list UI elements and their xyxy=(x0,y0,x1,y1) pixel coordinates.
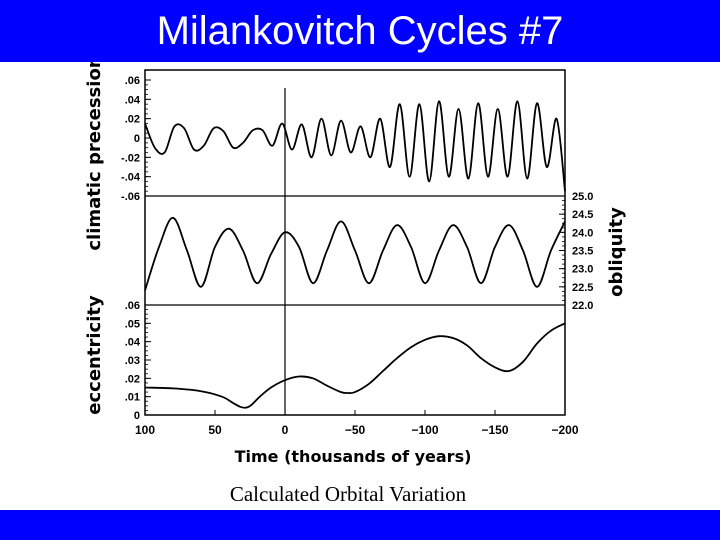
y-tick-label: .02 xyxy=(125,373,140,385)
y-tick-label: 23.0 xyxy=(572,264,593,276)
y-tick-label: .06 xyxy=(125,75,140,87)
x-tick-label: 100 xyxy=(135,423,155,437)
footer-bar xyxy=(0,510,720,540)
y-tick-label: 23.5 xyxy=(572,246,593,258)
series-line-climatic-precession xyxy=(144,100,566,192)
series-line-eccentricity xyxy=(144,322,566,409)
y-tick-label: .05 xyxy=(125,318,140,330)
y-tick-label: .04 xyxy=(125,337,141,349)
y-tick-label: -.04 xyxy=(121,172,141,184)
series-line-obliquity xyxy=(144,216,566,291)
y-tick-label: .03 xyxy=(125,355,140,367)
y-tick-label: .04 xyxy=(125,94,141,106)
x-tick-label: −50 xyxy=(345,423,366,437)
plot-frame xyxy=(144,69,566,416)
y-tick-label: .02 xyxy=(125,114,140,126)
y-tick-label: 0 xyxy=(134,133,140,145)
chart-caption: Calculated Orbital Variation xyxy=(229,482,467,506)
y-tick-label: 25.0 xyxy=(572,191,593,203)
x-tick-label: 50 xyxy=(208,423,222,437)
x-tick-label: −100 xyxy=(411,423,438,437)
y-tick-label: 0 xyxy=(134,410,140,422)
y-tick-label: 24.5 xyxy=(572,209,593,221)
y-tick-label: -.06 xyxy=(121,191,140,203)
ylabel-obliquity: obliquity xyxy=(606,207,627,297)
y-tick-label: 22.5 xyxy=(572,282,593,294)
y-tick-label: .06 xyxy=(125,300,140,312)
y-tick-label: 22.0 xyxy=(572,300,593,312)
x-tick-label: −150 xyxy=(481,423,508,437)
y-tick-label: .01 xyxy=(125,392,140,404)
y-tick-label: 24.0 xyxy=(572,227,593,239)
y-tick-label: -.02 xyxy=(121,152,140,164)
milankovitch-chart: 100 50 0 −50 −100 −150 −200 .06 .04 .02 0 -.02 -.04 -… xyxy=(84,62,627,466)
x-tick-label: −200 xyxy=(551,423,578,437)
slide-title: Milankovitch Cycles #7 xyxy=(0,0,720,62)
x-tick-label: 0 xyxy=(282,423,289,437)
xlabel: Time (thousands of years) xyxy=(235,447,472,466)
ylabel-eccentricity: eccentricity xyxy=(84,295,105,415)
ylabel-climatic-precession: climatic precession xyxy=(84,62,105,251)
